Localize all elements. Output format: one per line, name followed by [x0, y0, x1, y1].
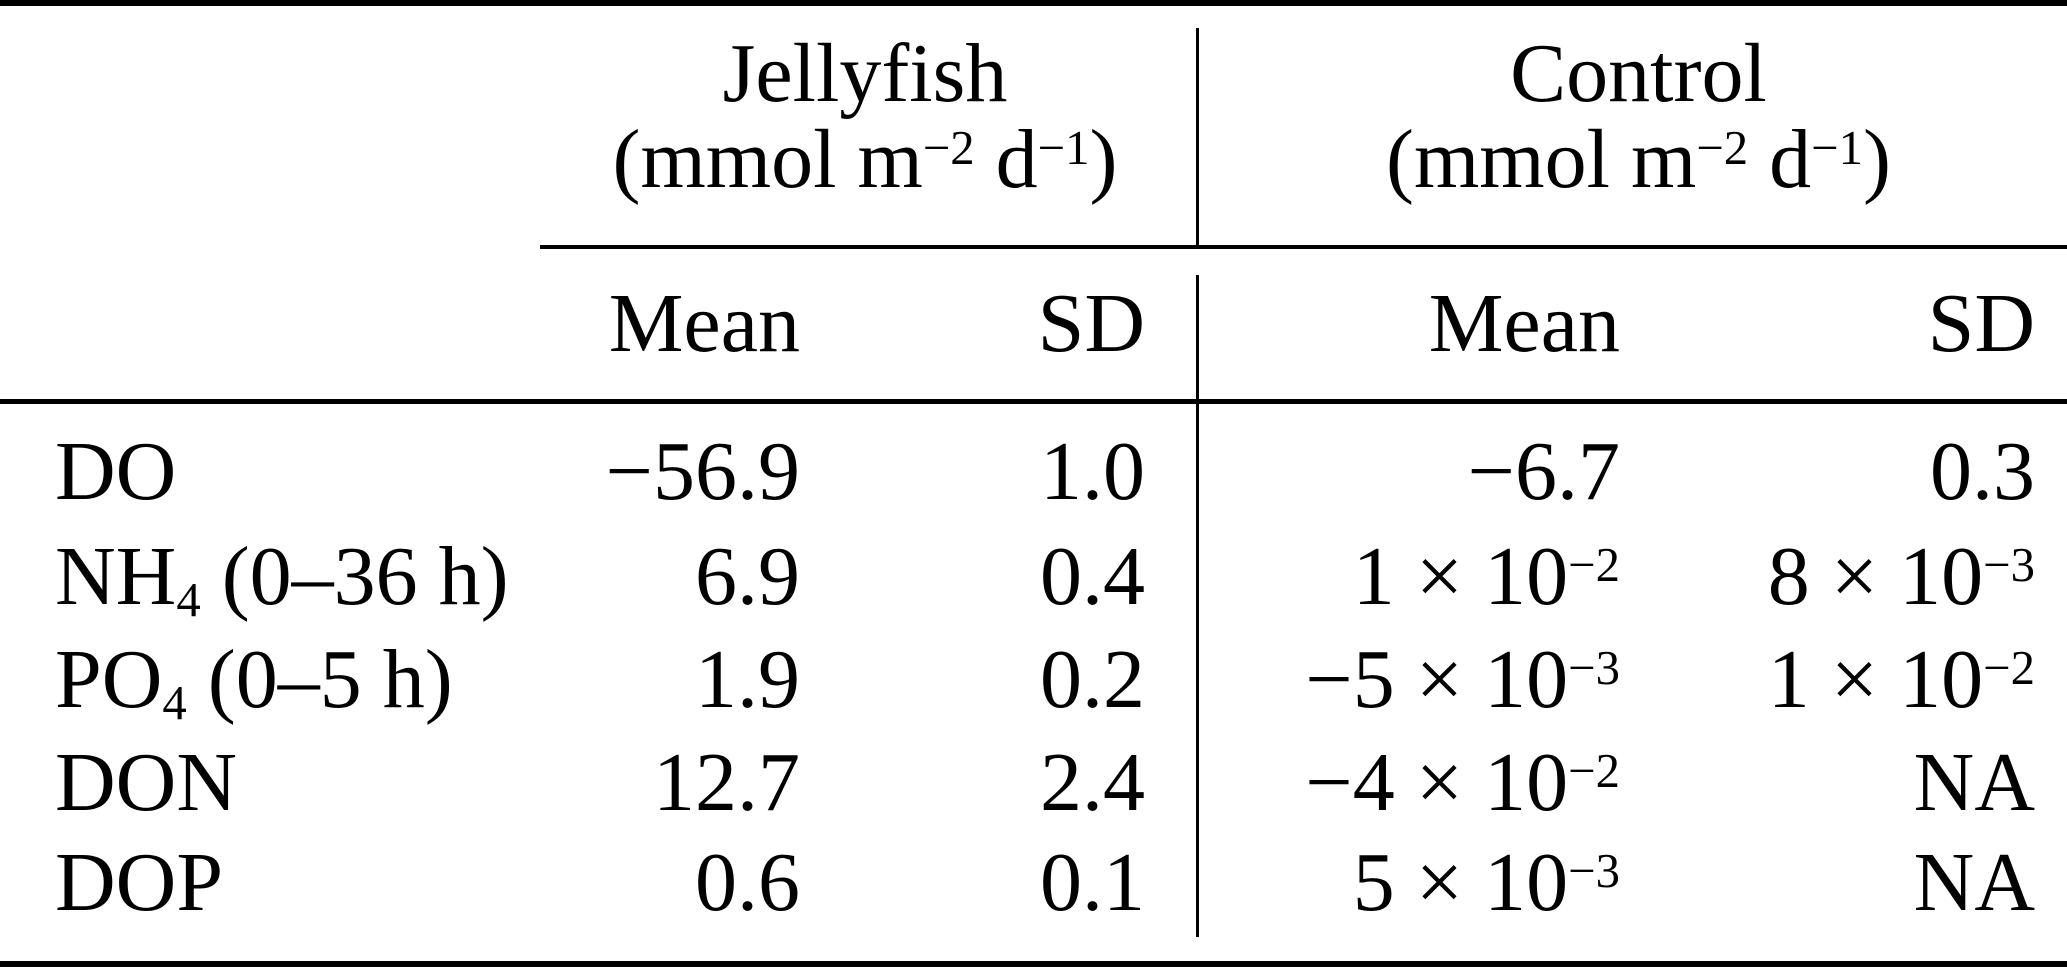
- value-text: 5 × 10: [1352, 836, 1569, 929]
- row-label: NH4 (0–36 h): [55, 535, 555, 625]
- top-rule: [0, 0, 2067, 6]
- header-body-separator-rule: [0, 399, 2067, 404]
- jellyfish-sd-value: 0.4: [830, 535, 1145, 619]
- value-text: 1 × 10: [1767, 633, 1984, 726]
- value-text: 6.9: [695, 530, 800, 623]
- table-row-po4: PO4 (0–5 h) 1.9 0.2 −5 × 10−3 1 × 10−2: [0, 638, 2067, 728]
- column-divider-middle: [1196, 275, 1199, 399]
- row-label: DO: [55, 430, 555, 514]
- value-exponent: −3: [1568, 640, 1620, 695]
- unit-exponent: −1: [1037, 120, 1090, 175]
- value-exponent: −2: [1568, 743, 1620, 798]
- unit-text: ): [1863, 113, 1891, 206]
- value-text: 0.3: [1930, 425, 2035, 518]
- control-group-unit: (mmol m−2 d−1): [1210, 118, 2067, 202]
- jellyfish-mean-value: −56.9: [460, 430, 800, 514]
- unit-text: d: [974, 113, 1038, 206]
- control-sd-header: SD: [1927, 277, 2035, 370]
- control-sd-value: NA: [1660, 741, 2035, 825]
- jellyfish-group-header: Jellyfish (mmol m−2 d−1): [540, 32, 1190, 222]
- column-divider-body: [1196, 404, 1199, 937]
- jellyfish-group-title: Jellyfish: [722, 27, 1008, 120]
- table-row-don: DON 12.7 2.4 −4 × 10−2 NA: [0, 741, 2067, 831]
- value-text: −4 × 10: [1305, 736, 1569, 829]
- unit-text: (mmol m: [612, 113, 923, 206]
- unit-exponent: −2: [1696, 120, 1749, 175]
- header-underline-rule: [540, 245, 2067, 249]
- jellyfish-mean-header: Mean: [608, 277, 800, 370]
- row-label: DOP: [55, 841, 555, 925]
- value-text: 8 × 10: [1767, 530, 1984, 623]
- row-label-base: NH: [55, 530, 177, 623]
- unit-exponent: −2: [922, 120, 975, 175]
- value-text: NA: [1913, 736, 2035, 829]
- value-text: 0.2: [1040, 633, 1145, 726]
- row-label-rest: (0–5 h): [186, 633, 453, 726]
- value-text: 1.9: [695, 633, 800, 726]
- table-row-do: DO −56.9 1.0 −6.7 0.3: [0, 430, 2067, 520]
- value-text: 0.6: [695, 836, 800, 929]
- table-row-nh4: NH4 (0–36 h) 6.9 0.4 1 × 10−2 8 × 10−3: [0, 535, 2067, 625]
- jellyfish-group-unit: (mmol m−2 d−1): [540, 118, 1190, 202]
- value-exponent: −2: [1568, 537, 1620, 592]
- jellyfish-mean-value: 12.7: [460, 741, 800, 825]
- value-exponent: −3: [1983, 537, 2035, 592]
- value-text: −5 × 10: [1305, 633, 1569, 726]
- jellyfish-sd-value: 0.1: [830, 841, 1145, 925]
- control-group-title: Control: [1510, 27, 1767, 120]
- jellyfish-sd-value: 1.0: [830, 430, 1145, 514]
- value-exponent: −3: [1568, 843, 1620, 898]
- value-text: 0.1: [1040, 836, 1145, 929]
- jellyfish-sd-value: 0.2: [830, 638, 1145, 722]
- unit-exponent: −1: [1811, 120, 1864, 175]
- unit-text: (mmol m: [1386, 113, 1697, 206]
- value-exponent: −2: [1983, 640, 2035, 695]
- bottom-rule: [0, 961, 2067, 967]
- row-label-base: PO: [55, 633, 163, 726]
- unit-text: ): [1089, 113, 1118, 206]
- value-text: 1.0: [1040, 425, 1145, 518]
- value-text: 0.4: [1040, 530, 1145, 623]
- row-label: DON: [55, 741, 555, 825]
- value-text: −6.7: [1467, 425, 1620, 518]
- row-label: PO4 (0–5 h): [55, 638, 555, 728]
- value-text: 1 × 10: [1352, 530, 1569, 623]
- value-text: 2.4: [1040, 736, 1145, 829]
- control-mean-value: −4 × 10−2: [1230, 741, 1620, 825]
- row-label-subscript: 4: [162, 675, 187, 730]
- jellyfish-mean-value: 6.9: [460, 535, 800, 619]
- control-sd-value: NA: [1660, 841, 2035, 925]
- control-mean-value: 1 × 10−2: [1230, 535, 1620, 619]
- row-label-base: DON: [55, 736, 237, 829]
- subheader-row: Mean SD Mean SD: [0, 282, 2067, 372]
- row-label-base: DO: [55, 425, 177, 518]
- control-mean-value: 5 × 10−3: [1230, 841, 1620, 925]
- control-group-header: Control (mmol m−2 d−1): [1210, 32, 2067, 222]
- row-label-rest: (0–36 h): [200, 530, 509, 623]
- value-text: 12.7: [653, 736, 800, 829]
- control-mean-value: −5 × 10−3: [1230, 638, 1620, 722]
- control-sd-value: 0.3: [1660, 430, 2035, 514]
- control-mean-header: Mean: [1428, 277, 1620, 370]
- value-text: NA: [1913, 836, 2035, 929]
- row-label-base: DOP: [55, 836, 224, 929]
- jellyfish-mean-value: 1.9: [460, 638, 800, 722]
- table-row-dop: DOP 0.6 0.1 5 × 10−3 NA: [0, 841, 2067, 931]
- jellyfish-sd-header: SD: [1037, 277, 1145, 370]
- control-sd-value: 8 × 10−3: [1660, 535, 2035, 619]
- control-sd-value: 1 × 10−2: [1660, 638, 2035, 722]
- control-mean-value: −6.7: [1230, 430, 1620, 514]
- row-label-subscript: 4: [176, 572, 201, 627]
- jellyfish-mean-value: 0.6: [460, 841, 800, 925]
- column-divider-top: [1196, 28, 1199, 245]
- jellyfish-sd-value: 2.4: [830, 741, 1145, 825]
- value-text: −56.9: [605, 425, 800, 518]
- unit-text: d: [1748, 113, 1812, 206]
